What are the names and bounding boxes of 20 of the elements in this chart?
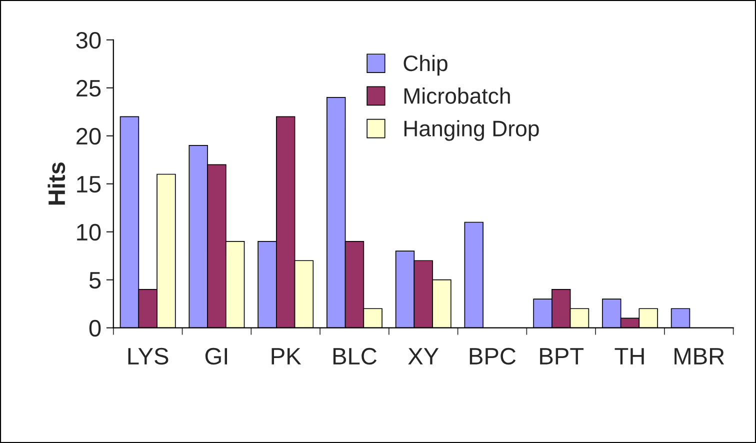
y-tick-label: 5 (89, 272, 101, 289)
x-tick-label: LYS (128, 348, 168, 365)
y-tick-label: 30 (76, 32, 101, 49)
y-tick-label: 10 (77, 224, 101, 241)
x-tick-label: BPC (470, 348, 516, 365)
legend-label: Chip (404, 54, 448, 76)
x-tick-label: GI (205, 348, 228, 365)
y-tick-label: 25 (76, 80, 101, 97)
x-tick-label: BLC (333, 348, 377, 365)
x-tick-label: MBR (674, 348, 724, 364)
y-tick-label: 20 (76, 128, 101, 145)
y-axis-title: Hits (48, 162, 66, 205)
x-tick-label: PK (272, 348, 302, 364)
legend-label: Microbatch (404, 88, 510, 104)
y-tick-label: 0 (89, 320, 101, 337)
y-tick-label: 15 (77, 176, 101, 193)
x-tick-label: TH (614, 348, 644, 364)
x-tick-label: BPT (540, 348, 584, 364)
x-tick-label: XY (408, 348, 439, 364)
legend-label: Hanging Drop (404, 120, 539, 141)
